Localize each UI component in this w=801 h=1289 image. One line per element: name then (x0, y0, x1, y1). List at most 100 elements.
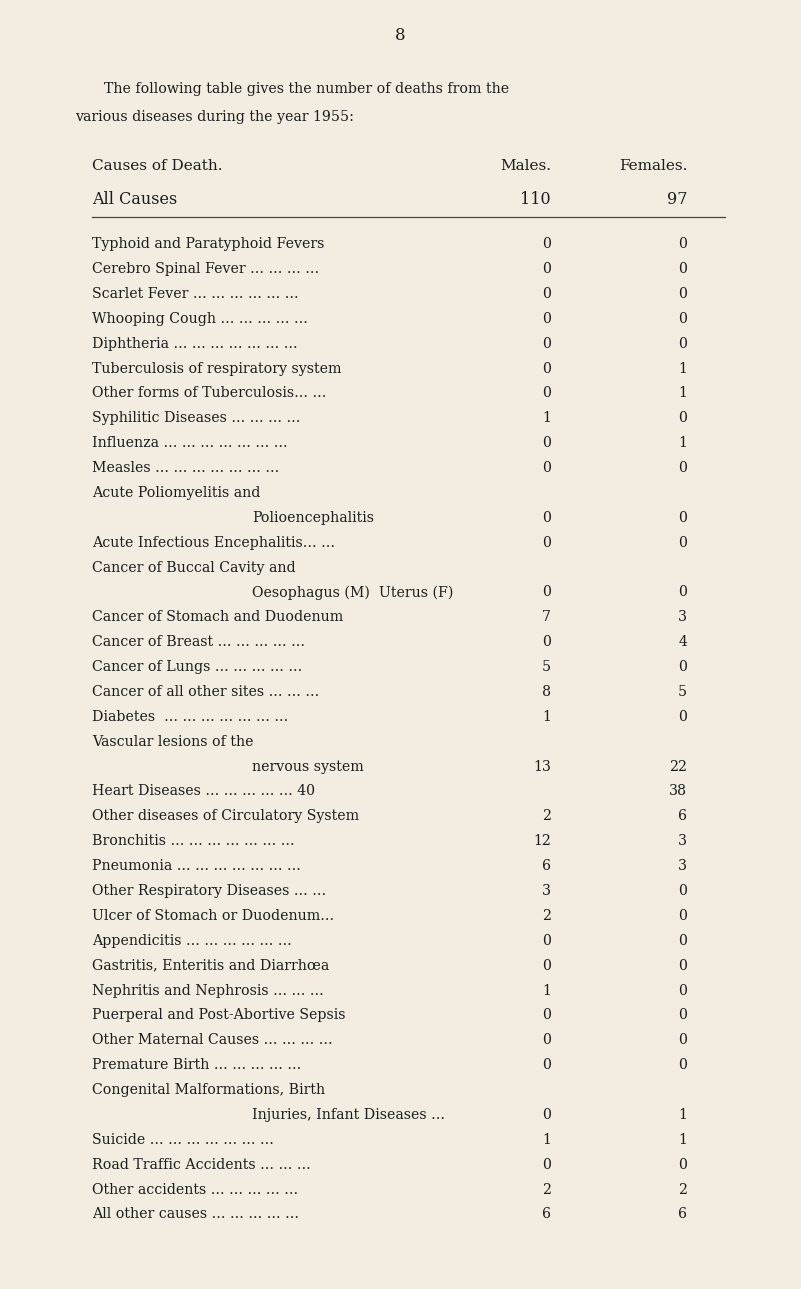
Text: Cancer of Breast ... ... ... ... ...: Cancer of Breast ... ... ... ... ... (92, 635, 305, 650)
Text: Diphtheria ... ... ... ... ... ... ...: Diphtheria ... ... ... ... ... ... ... (92, 336, 298, 351)
Text: 0: 0 (678, 312, 687, 326)
Text: Females.: Females. (619, 159, 687, 173)
Text: The following table gives the number of deaths from the: The following table gives the number of … (104, 82, 509, 97)
Text: 0: 0 (542, 1008, 551, 1022)
Text: 2: 2 (542, 809, 551, 824)
Text: 0: 0 (678, 1008, 687, 1022)
Text: Causes of Death.: Causes of Death. (92, 159, 223, 173)
Text: Appendicitis ... ... ... ... ... ...: Appendicitis ... ... ... ... ... ... (92, 933, 292, 947)
Text: Ulcer of Stomach or Duodenum...: Ulcer of Stomach or Duodenum... (92, 909, 334, 923)
Text: 0: 0 (678, 959, 687, 973)
Text: Other forms of Tuberculosis... ...: Other forms of Tuberculosis... ... (92, 387, 327, 401)
Text: 3: 3 (678, 858, 687, 873)
Text: 2: 2 (678, 1182, 687, 1196)
Text: 0: 0 (542, 1158, 551, 1172)
Text: Measles ... ... ... ... ... ... ...: Measles ... ... ... ... ... ... ... (92, 461, 280, 476)
Text: 0: 0 (678, 1058, 687, 1072)
Text: 1: 1 (678, 1107, 687, 1121)
Text: 0: 0 (678, 287, 687, 300)
Text: Acute Infectious Encephalitis... ...: Acute Infectious Encephalitis... ... (92, 536, 335, 549)
Text: 0: 0 (678, 660, 687, 674)
Text: Suicide ... ... ... ... ... ... ...: Suicide ... ... ... ... ... ... ... (92, 1133, 274, 1147)
Text: 0: 0 (678, 1158, 687, 1172)
Text: 0: 0 (542, 237, 551, 251)
Text: Gastritis, Enteritis and Diarrhœa: Gastritis, Enteritis and Diarrhœa (92, 959, 329, 973)
Text: 1: 1 (678, 387, 687, 401)
Text: Scarlet Fever ... ... ... ... ... ...: Scarlet Fever ... ... ... ... ... ... (92, 287, 299, 300)
Text: 0: 0 (678, 585, 687, 599)
Text: 13: 13 (533, 759, 551, 773)
Text: 0: 0 (678, 411, 687, 425)
Text: Injuries, Infant Diseases ...: Injuries, Infant Diseases ... (252, 1107, 445, 1121)
Text: 0: 0 (542, 510, 551, 525)
Text: 3: 3 (678, 610, 687, 624)
Text: 0: 0 (542, 536, 551, 549)
Text: 0: 0 (678, 336, 687, 351)
Text: Males.: Males. (500, 159, 551, 173)
Text: 1: 1 (678, 436, 687, 450)
Text: Acute Poliomyelitis and: Acute Poliomyelitis and (92, 486, 260, 500)
Text: 2: 2 (542, 1182, 551, 1196)
Text: 6: 6 (678, 1208, 687, 1222)
Text: 0: 0 (542, 262, 551, 276)
Text: 0: 0 (542, 635, 551, 650)
Text: Cancer of Lungs ... ... ... ... ...: Cancer of Lungs ... ... ... ... ... (92, 660, 302, 674)
Text: nervous system: nervous system (252, 759, 364, 773)
Text: All Causes: All Causes (92, 191, 177, 208)
Text: Road Traffic Accidents ... ... ...: Road Traffic Accidents ... ... ... (92, 1158, 311, 1172)
Text: 5: 5 (678, 684, 687, 699)
Text: 38: 38 (670, 785, 687, 798)
Text: All other causes ... ... ... ... ...: All other causes ... ... ... ... ... (92, 1208, 299, 1222)
Text: 0: 0 (542, 1058, 551, 1072)
Text: Premature Birth ... ... ... ... ...: Premature Birth ... ... ... ... ... (92, 1058, 301, 1072)
Text: 0: 0 (678, 1034, 687, 1047)
Text: Oesophagus (M)  Uterus (F): Oesophagus (M) Uterus (F) (252, 585, 453, 599)
Text: Polioencephalitis: Polioencephalitis (252, 510, 374, 525)
Text: Congenital Malformations, Birth: Congenital Malformations, Birth (92, 1083, 325, 1097)
Text: Whooping Cough ... ... ... ... ...: Whooping Cough ... ... ... ... ... (92, 312, 308, 326)
Text: 0: 0 (678, 536, 687, 549)
Text: 8: 8 (542, 684, 551, 699)
Text: 1: 1 (542, 1133, 551, 1147)
Text: 0: 0 (542, 585, 551, 599)
Text: Influenza ... ... ... ... ... ... ...: Influenza ... ... ... ... ... ... ... (92, 436, 288, 450)
Text: 1: 1 (542, 984, 551, 998)
Text: Pneumonia ... ... ... ... ... ... ...: Pneumonia ... ... ... ... ... ... ... (92, 858, 301, 873)
Text: 1: 1 (542, 710, 551, 724)
Text: 0: 0 (542, 1107, 551, 1121)
Text: 0: 0 (678, 262, 687, 276)
Text: 0: 0 (542, 436, 551, 450)
Text: 0: 0 (542, 461, 551, 476)
Text: Other Respiratory Diseases ... ...: Other Respiratory Diseases ... ... (92, 884, 326, 898)
Text: 0: 0 (542, 387, 551, 401)
Text: Puerperal and Post-Abortive Sepsis: Puerperal and Post-Abortive Sepsis (92, 1008, 345, 1022)
Text: Diabetes  ... ... ... ... ... ... ...: Diabetes ... ... ... ... ... ... ... (92, 710, 288, 724)
Text: 0: 0 (678, 933, 687, 947)
Text: Other diseases of Circulatory System: Other diseases of Circulatory System (92, 809, 359, 824)
Text: 5: 5 (542, 660, 551, 674)
Text: 4: 4 (678, 635, 687, 650)
Text: Nephritis and Nephrosis ... ... ...: Nephritis and Nephrosis ... ... ... (92, 984, 324, 998)
Text: 8: 8 (395, 27, 406, 44)
Text: Heart Diseases ... ... ... ... ... 40: Heart Diseases ... ... ... ... ... 40 (92, 785, 316, 798)
Text: 7: 7 (542, 610, 551, 624)
Text: 0: 0 (542, 336, 551, 351)
Text: Typhoid and Paratyphoid Fevers: Typhoid and Paratyphoid Fevers (92, 237, 324, 251)
Text: 0: 0 (542, 1034, 551, 1047)
Text: 0: 0 (542, 933, 551, 947)
Text: 0: 0 (542, 361, 551, 375)
Text: Syphilitic Diseases ... ... ... ...: Syphilitic Diseases ... ... ... ... (92, 411, 300, 425)
Text: 12: 12 (533, 834, 551, 848)
Text: 6: 6 (542, 858, 551, 873)
Text: Other accidents ... ... ... ... ...: Other accidents ... ... ... ... ... (92, 1182, 298, 1196)
Text: 3: 3 (542, 884, 551, 898)
Text: Cancer of Buccal Cavity and: Cancer of Buccal Cavity and (92, 561, 296, 575)
Text: 0: 0 (678, 710, 687, 724)
Text: Cerebro Spinal Fever ... ... ... ...: Cerebro Spinal Fever ... ... ... ... (92, 262, 320, 276)
Text: Cancer of Stomach and Duodenum: Cancer of Stomach and Duodenum (92, 610, 344, 624)
Text: 0: 0 (542, 312, 551, 326)
Text: 1: 1 (678, 1133, 687, 1147)
Text: 0: 0 (678, 884, 687, 898)
Text: 0: 0 (678, 909, 687, 923)
Text: 0: 0 (542, 959, 551, 973)
